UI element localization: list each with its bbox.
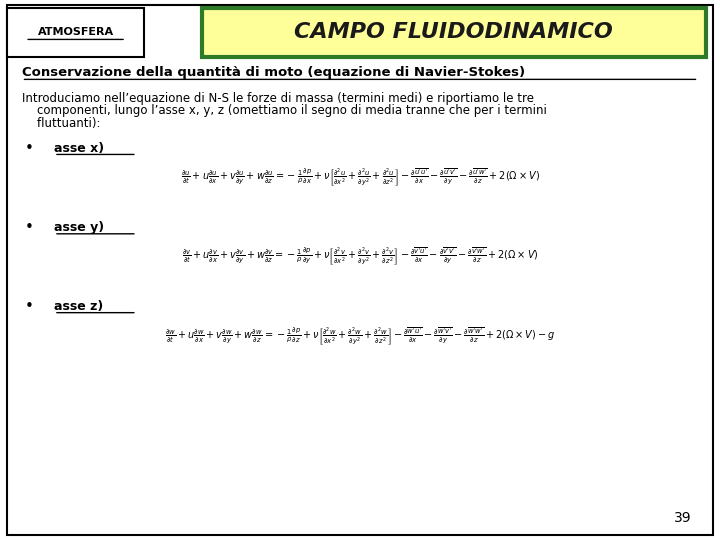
Text: •: •	[25, 141, 34, 156]
FancyBboxPatch shape	[7, 5, 713, 535]
Text: fluttuanti):: fluttuanti):	[22, 117, 100, 130]
Text: 39: 39	[674, 511, 691, 525]
Text: $\frac{\partial v}{\partial t}+u\frac{\partial v}{\partial x}+v\frac{\partial v}: $\frac{\partial v}{\partial t}+u\frac{\p…	[181, 246, 539, 267]
FancyBboxPatch shape	[202, 8, 706, 57]
Text: ATMOSFERA: ATMOSFERA	[37, 28, 114, 37]
Text: Conservazione della quantità di moto (equazione di Navier-Stokes): Conservazione della quantità di moto (eq…	[22, 66, 525, 79]
Text: •: •	[25, 220, 34, 235]
FancyBboxPatch shape	[7, 8, 144, 57]
Text: asse x): asse x)	[54, 142, 104, 155]
Text: asse y): asse y)	[54, 221, 104, 234]
Text: •: •	[25, 299, 34, 314]
Text: CAMPO FLUIDODINAMICO: CAMPO FLUIDODINAMICO	[294, 22, 613, 43]
Text: componenti, lungo l’asse x, y, z (omettiamo il segno di media tranne che per i t: componenti, lungo l’asse x, y, z (ometti…	[22, 104, 546, 117]
Text: asse z): asse z)	[54, 300, 103, 313]
Text: $\frac{\partial u}{\partial t}+u\frac{\partial u}{\partial x}+v\frac{\partial u}: $\frac{\partial u}{\partial t}+u\frac{\p…	[181, 166, 539, 188]
Text: $\frac{\partial w}{\partial t}+u\frac{\partial w}{\partial x}+v\frac{\partial w}: $\frac{\partial w}{\partial t}+u\frac{\p…	[165, 325, 555, 347]
Text: Introduciamo nell’equazione di N-S le forze di massa (termini medi) e riportiamo: Introduciamo nell’equazione di N-S le fo…	[22, 92, 534, 105]
